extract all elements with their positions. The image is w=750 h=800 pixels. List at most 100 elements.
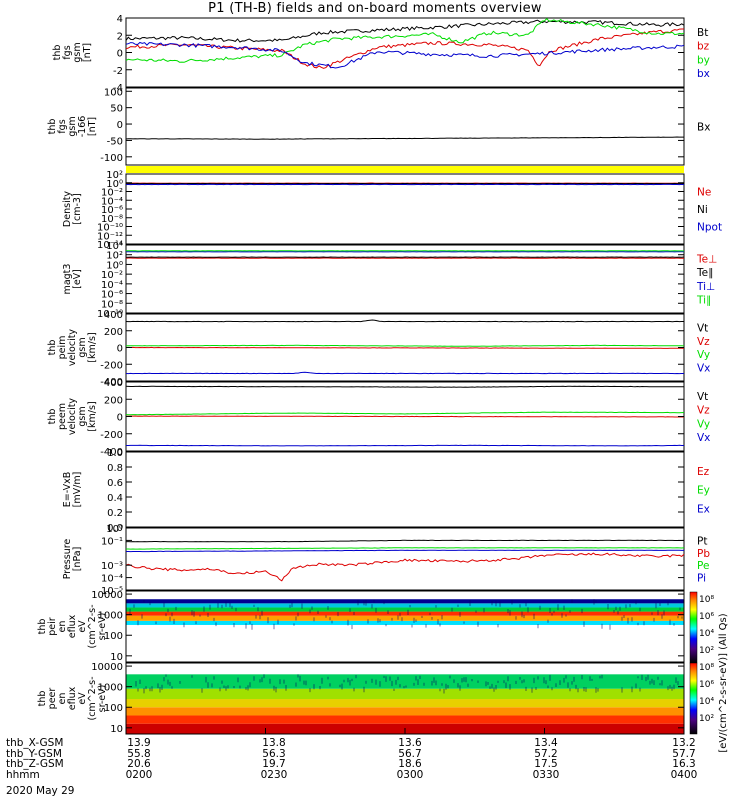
series-line-Pt [125, 539, 685, 543]
legend-entry: Vy [697, 349, 710, 361]
legend-entry: bz [697, 41, 710, 53]
legend-entry: Vx [697, 363, 710, 375]
legend-entry: by [697, 54, 710, 66]
legend-entry: Vx [697, 432, 710, 444]
ephem-value: 0330 [532, 768, 560, 781]
y-axis-label: peem [57, 403, 68, 430]
y-axis-label: (cm^2-s- [87, 605, 98, 649]
ephem-label: thb_X-GSM [6, 737, 64, 749]
ephem-value: 0200 [125, 768, 153, 781]
y-axis-label: Density [62, 191, 73, 227]
y-axis-label: thb [47, 340, 58, 356]
panel-frame [125, 590, 685, 663]
y-tick-label: 10⁻⁸ [101, 214, 123, 225]
y-tick-label: 10⁻¹ [101, 536, 123, 547]
legend-entry: Pb [697, 548, 710, 560]
chart-title: P1 (TH-B) fields and on-board moments ov… [208, 1, 542, 16]
y-axis-label: [mV/m] [72, 472, 83, 508]
y-tick-label: 10⁰ [106, 179, 123, 190]
series-line-Pi [126, 549, 684, 553]
series-line-Vt [125, 319, 684, 323]
y-tick-label: 10² [106, 170, 123, 181]
series-line-by [125, 17, 685, 63]
ephem-value: 55.8 [127, 747, 151, 760]
ephemeris-labels: thb_X-GSM thb_Y-GSM thb_Z-GSM hhmm [6, 738, 64, 780]
y-tick-label: 10⁻⁶ [101, 290, 123, 301]
panel-frame [125, 244, 685, 314]
y-axis-label: velocity [67, 329, 78, 367]
legend-entry: Ey [697, 485, 710, 497]
legend-entry: Ex [697, 503, 710, 515]
y-axis-label: sr-eV) [97, 685, 108, 713]
y-axis-label: eflux [67, 686, 78, 710]
y-axis-label: gsm [77, 406, 88, 426]
panel-frame [125, 527, 685, 591]
colorbar-label: [eV/(cm^2-s-sr-eV)] (All Qs) [718, 613, 729, 752]
y-tick-label: 0.4 [107, 493, 123, 504]
y-axis-label: gsm [67, 116, 78, 136]
y-tick-label: 100 [104, 631, 123, 642]
y-tick-label: 10⁻⁴ [101, 196, 123, 207]
y-tick-label: -200 [100, 430, 123, 441]
y-tick-label: -50 [107, 136, 123, 147]
y-axis-label: -166 [77, 116, 88, 138]
y-tick-label: -2 [113, 66, 123, 77]
y-axis-label: thb [47, 119, 58, 135]
legend-entry: bx [697, 68, 710, 80]
series-line-bz [125, 28, 684, 69]
series-line-Vz [126, 415, 685, 418]
spectrogram-band [126, 715, 684, 724]
ephem-value: 13.6 [398, 737, 422, 749]
series-line-Bt [125, 19, 685, 43]
ephem-value: 19.7 [262, 758, 286, 770]
y-axis-label: peer [47, 688, 58, 710]
y-tick-label: -4 [113, 83, 123, 94]
ephem-value: 16.3 [672, 758, 696, 770]
series-line-Pe [126, 547, 685, 550]
ephem-value: 17.5 [534, 758, 558, 770]
legend-entry: Pi [697, 573, 706, 585]
y-tick-label: 10⁻⁵ [101, 586, 123, 597]
y-tick-label: 1000 [98, 611, 123, 622]
y-axis-label: eflux [67, 614, 78, 638]
ephem-value: 56.3 [262, 747, 286, 760]
y-tick-label: -100 [100, 153, 123, 164]
y-axis-label: gsm [77, 337, 88, 357]
ephem-value: 13.2 [672, 737, 696, 749]
legend-entry: Vz [697, 336, 710, 348]
y-tick-label: 10⁻¹⁴ [97, 240, 123, 251]
legend-entry: Vt [697, 391, 708, 403]
y-tick-label: 10⁻¹⁰ [97, 223, 123, 234]
y-axis-label: thb [52, 45, 63, 61]
legend-entry: Pt [697, 535, 707, 547]
spectrogram-band [126, 615, 684, 621]
y-axis-label: [cm-3] [72, 193, 83, 224]
series-line-Pb [125, 552, 685, 582]
y-tick-label: 10⁻² [101, 270, 123, 281]
ephem-column: 13.9 55.8 20.6 0200 [109, 738, 169, 780]
y-axis-label: en [57, 621, 68, 633]
series-line-Vx [125, 371, 684, 375]
colorbar-upper [689, 591, 698, 664]
y-axis-label: gsm [72, 42, 83, 62]
ephem-value: 0300 [396, 768, 424, 781]
y-axis-label: [km/s] [87, 332, 98, 362]
y-tick-label: 200 [104, 327, 123, 338]
legend-entry: Te⊥ [696, 254, 717, 266]
y-tick-label: 100 [104, 703, 123, 714]
y-tick-label: -200 [100, 360, 123, 371]
legend-entry: Ni [697, 204, 708, 216]
y-axis-label: [eV] [72, 269, 83, 289]
ephem-value: 13.8 [262, 737, 286, 749]
y-axis-label: magt3 [62, 264, 73, 295]
colorbar-tick-label: 10⁴ [699, 629, 714, 639]
colorbar-tick-label: 10⁶ [699, 612, 714, 622]
ephem-value: 0400 [670, 768, 698, 781]
spectrogram-band [126, 688, 684, 700]
y-tick-label: 10 [110, 652, 123, 663]
y-tick-label: 100 [104, 87, 123, 98]
ephem-column: 13.6 56.7 18.6 0300 [380, 738, 440, 780]
series-line-Vx [126, 444, 684, 447]
y-tick-label: 200 [104, 395, 123, 406]
